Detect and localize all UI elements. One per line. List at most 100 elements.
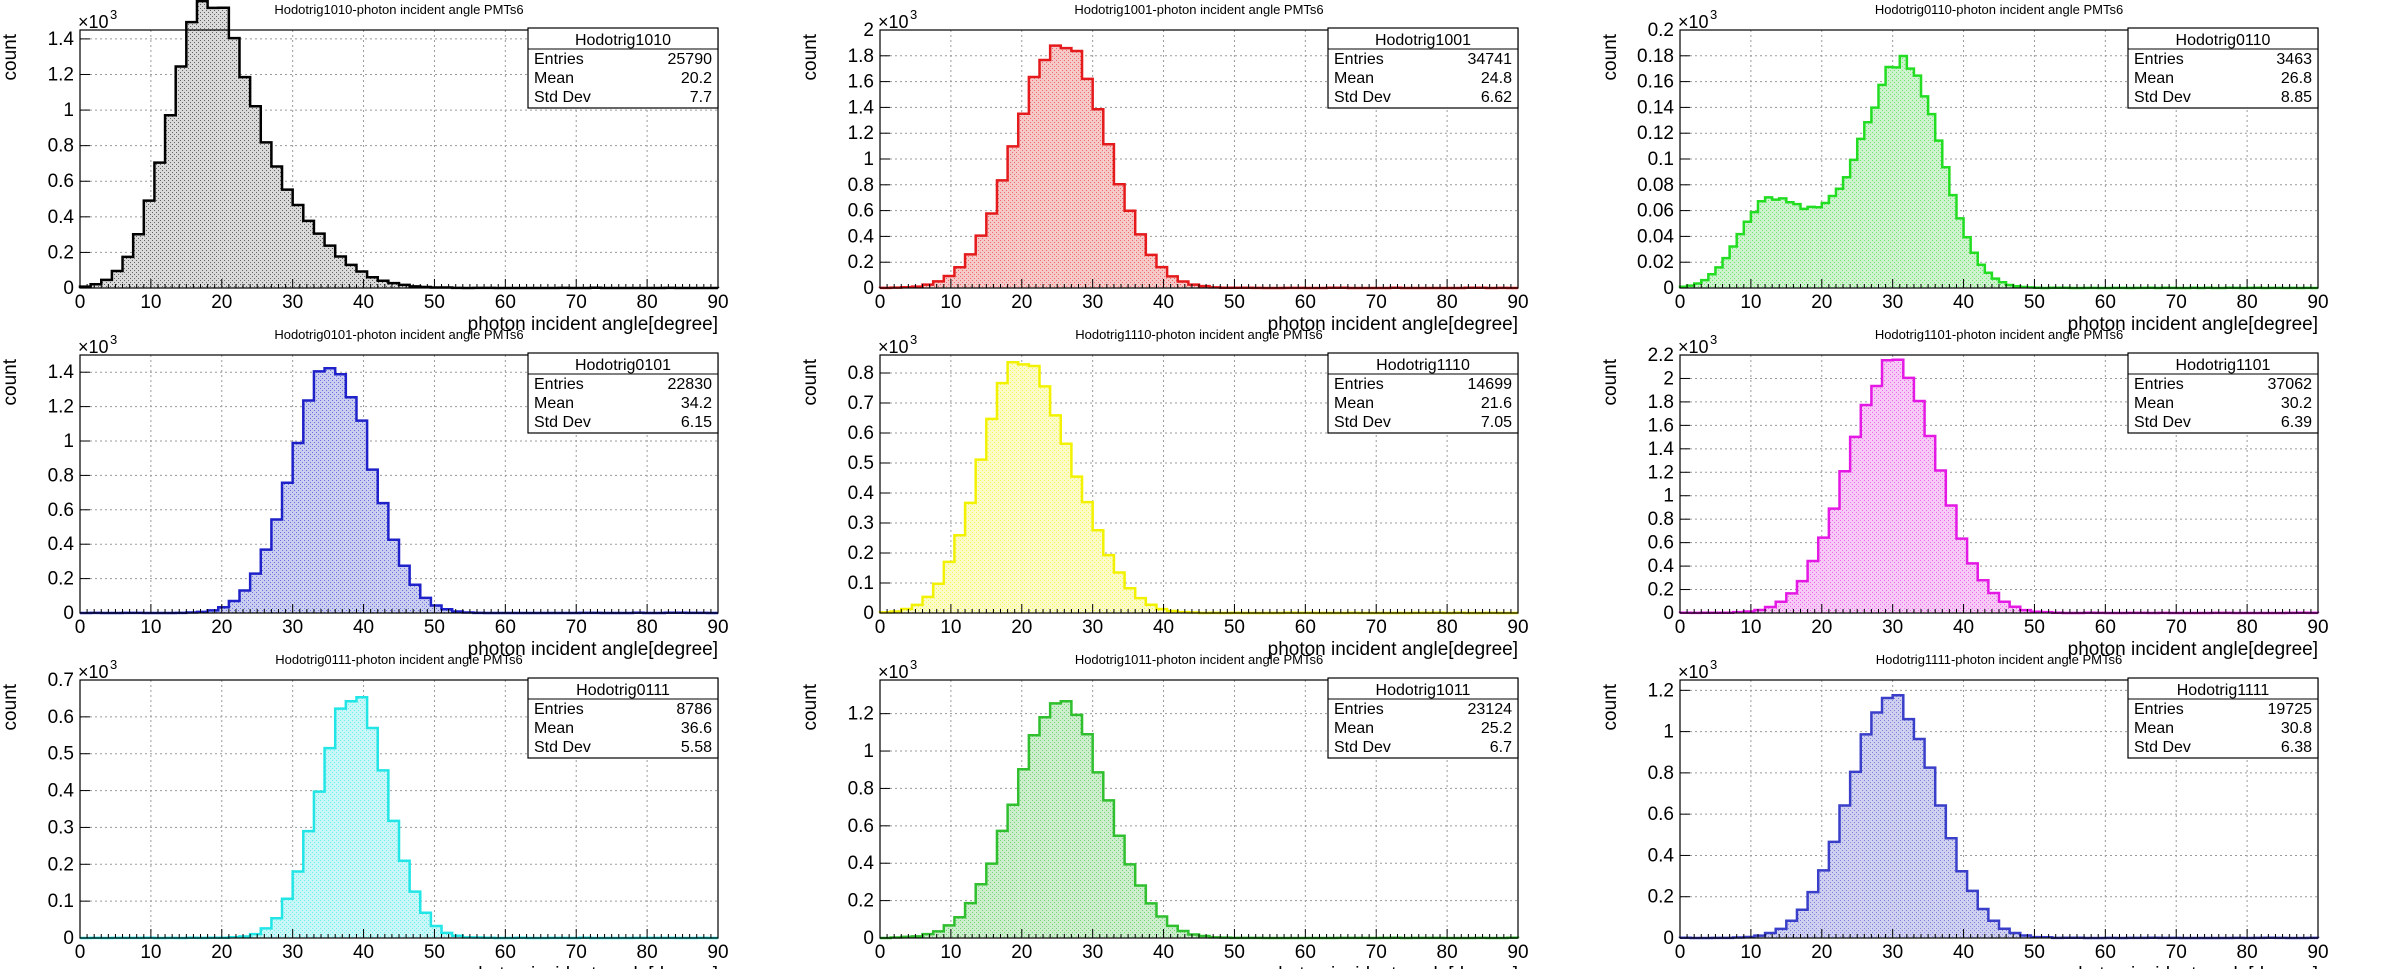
x-tick-label: 40 [1153, 942, 1174, 963]
stats-label: Mean [534, 395, 574, 412]
axis-multiplier: ×10 [878, 12, 909, 32]
histogram-bin [1878, 84, 1886, 288]
stats-value: 25790 [668, 51, 713, 68]
histogram-bin [335, 708, 346, 938]
histogram-bin [1060, 443, 1072, 613]
x-tick-label: 90 [2307, 942, 2328, 963]
histogram-bin [943, 276, 955, 288]
x-tick-label: 10 [1740, 942, 1761, 963]
chart-title: Hodotrig1101-photon incident angle PMTs6 [1875, 327, 2123, 342]
histogram-bin [954, 267, 966, 288]
histogram-bin [367, 469, 378, 613]
stats-name: Hodotrig1001 [1375, 32, 1471, 49]
stats-label: Entries [2134, 376, 2184, 393]
y-tick-label: 0 [1663, 278, 1674, 299]
histogram-bin [303, 831, 314, 938]
y-tick-label: 0.2 [48, 242, 74, 263]
histogram-bin [1092, 109, 1104, 289]
y-tick-label: 0.8 [1648, 763, 1674, 784]
x-tick-label: 0 [1675, 942, 1686, 963]
histogram-bin [1999, 601, 2010, 613]
histogram-bin [1945, 838, 1957, 938]
x-tick-label: 50 [2024, 942, 2045, 963]
stats-box: Hodotrig1110 Entries 14699 Mean 21.6 Std Dev 7… [1327, 352, 1519, 434]
x-tick-label: 70 [1366, 292, 1387, 313]
stats-label: Entries [534, 376, 584, 393]
histogram-bin [165, 115, 176, 288]
histogram-bin [996, 383, 1008, 613]
x-axis-label: photon incident angle[degree] [468, 314, 718, 335]
stats-value: 36.6 [681, 720, 712, 737]
y-tick-label: 0 [863, 278, 874, 299]
y-tick-label: 1.4 [48, 29, 75, 50]
histogram-bin [1018, 769, 1029, 938]
x-tick-label: 90 [707, 617, 728, 638]
x-tick-label: 0 [75, 617, 86, 638]
histogram-bin [2020, 610, 2031, 613]
y-tick-label: 1.4 [48, 362, 75, 383]
histogram-bin [2009, 606, 2021, 613]
y-axis-label: count [1600, 33, 1621, 80]
y-tick-label: 0.6 [48, 707, 74, 728]
stats-label: Std Dev [534, 739, 591, 756]
histogram-bin [441, 609, 453, 613]
histogram-bin [1839, 471, 1851, 613]
histogram-bin [996, 180, 1008, 288]
x-tick-label: 30 [1082, 942, 1103, 963]
axis-multiplier-exponent: 3 [1710, 332, 1717, 347]
histogram-bin [1800, 208, 1808, 288]
histogram-bin [292, 442, 304, 613]
x-tick-label: 70 [2166, 617, 2187, 638]
histogram-bars [90, 368, 708, 613]
histogram-bin [239, 590, 251, 613]
axis-multiplier: ×10 [78, 337, 109, 357]
x-tick-label: 30 [1882, 292, 1903, 313]
histogram-bin [1970, 252, 1978, 288]
x-axis-label: photon incident angle[degree] [2068, 314, 2318, 335]
stats-label: Std Dev [534, 414, 591, 431]
stats-value: 6.62 [1481, 89, 1512, 106]
y-tick-label: 0.08 [1637, 175, 1674, 196]
histogram-bin [1750, 212, 1758, 288]
histogram-bin [1928, 114, 1936, 289]
y-tick-label: 0.02 [1637, 252, 1674, 273]
stats-box: Hodotrig0111 Entries 8786 Mean 36.6 Std Dev 5.… [527, 677, 719, 759]
x-tick-label: 0 [875, 942, 886, 963]
stats-value: 24.8 [1481, 70, 1512, 87]
histogram-bin [345, 264, 357, 288]
histogram-bin [1892, 695, 1904, 938]
histogram-bin [1903, 377, 1914, 613]
histogram-bin [260, 928, 272, 938]
x-tick-label: 20 [1011, 617, 1032, 638]
histogram-bin [313, 233, 325, 288]
y-tick-label: 2.2 [1648, 345, 1674, 366]
x-tick-label: 20 [1811, 617, 1832, 638]
stats-label: Std Dev [1334, 739, 1391, 756]
histogram-bin [1124, 588, 1136, 613]
y-tick-label: 0.2 [48, 854, 74, 875]
x-tick-label: 0 [1675, 617, 1686, 638]
y-tick-label: 0.7 [848, 393, 874, 414]
histogram-bin [207, 7, 219, 288]
chart-title: Hodotrig0110-photon incident angle PMTs6 [1875, 2, 2123, 17]
x-tick-label: 60 [2095, 942, 2116, 963]
histogram-bin [1018, 113, 1029, 288]
histogram-bin [1786, 202, 1794, 288]
x-tick-label: 90 [1507, 292, 1528, 313]
y-tick-label: 0.4 [848, 853, 875, 874]
x-tick-label: 90 [2307, 292, 2328, 313]
y-axis-label: count [0, 683, 21, 730]
y-tick-label: 0.6 [48, 171, 74, 192]
x-tick-label: 50 [1224, 292, 1245, 313]
histogram-bin [292, 871, 304, 938]
histogram-bin [324, 245, 336, 288]
axis-multiplier: ×10 [78, 12, 109, 32]
histogram-bin [1135, 598, 1146, 613]
y-tick-label: 0.06 [1637, 201, 1674, 222]
histogram-bin [954, 535, 966, 613]
histogram-bin [260, 549, 272, 613]
y-tick-label: 0.8 [1648, 509, 1674, 530]
x-tick-label: 80 [637, 617, 658, 638]
histogram-bin [975, 884, 987, 938]
histogram-bin [1864, 122, 1872, 288]
